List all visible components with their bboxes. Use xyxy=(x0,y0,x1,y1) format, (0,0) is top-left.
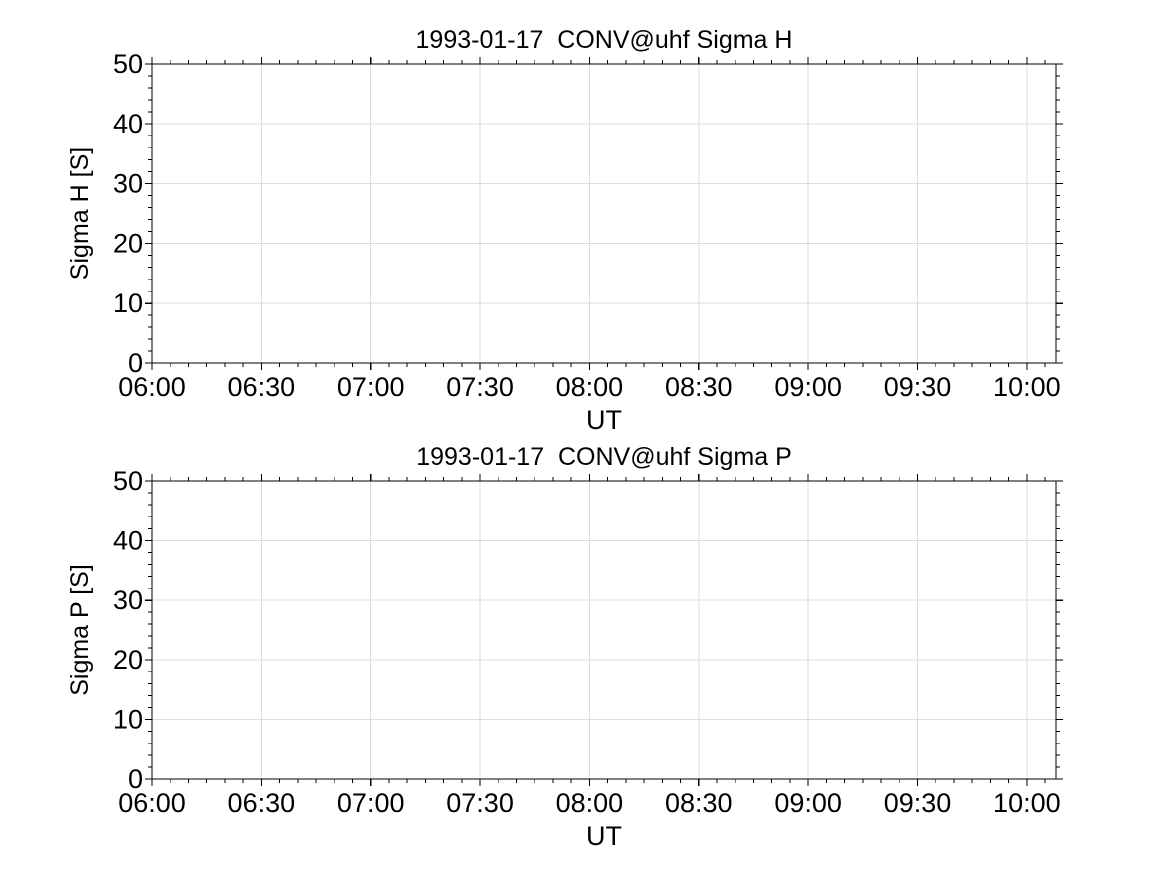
svg-text:08:00: 08:00 xyxy=(556,788,624,818)
svg-text:UT: UT xyxy=(586,405,622,435)
svg-text:40: 40 xyxy=(113,109,143,139)
svg-text:10: 10 xyxy=(113,288,143,318)
svg-text:0: 0 xyxy=(128,348,143,378)
svg-text:09:00: 09:00 xyxy=(774,788,842,818)
svg-text:09:30: 09:30 xyxy=(884,788,952,818)
svg-text:20: 20 xyxy=(113,645,143,675)
svg-text:06:30: 06:30 xyxy=(228,372,296,402)
svg-text:Sigma P [S]: Sigma P [S] xyxy=(66,564,94,696)
svg-text:50: 50 xyxy=(113,49,143,79)
svg-text:06:30: 06:30 xyxy=(228,788,296,818)
svg-text:40: 40 xyxy=(113,526,143,556)
svg-text:08:30: 08:30 xyxy=(665,372,733,402)
svg-text:09:30: 09:30 xyxy=(884,372,952,402)
svg-text:07:00: 07:00 xyxy=(337,372,405,402)
svg-text:1993-01-17 CONV@uhf Sigma P: 1993-01-17 CONV@uhf Sigma P xyxy=(416,443,792,471)
svg-text:08:30: 08:30 xyxy=(665,788,733,818)
svg-text:10:00: 10:00 xyxy=(993,372,1061,402)
svg-text:07:30: 07:30 xyxy=(446,372,514,402)
svg-text:09:00: 09:00 xyxy=(774,372,842,402)
svg-text:30: 30 xyxy=(113,169,143,199)
svg-text:50: 50 xyxy=(113,466,143,496)
svg-text:Sigma H [S]: Sigma H [S] xyxy=(66,147,94,280)
svg-text:07:00: 07:00 xyxy=(337,788,405,818)
svg-text:08:00: 08:00 xyxy=(556,372,624,402)
svg-text:UT: UT xyxy=(586,821,622,851)
svg-text:30: 30 xyxy=(113,585,143,615)
svg-text:10: 10 xyxy=(113,704,143,734)
svg-text:20: 20 xyxy=(113,228,143,258)
svg-text:0: 0 xyxy=(128,764,143,794)
svg-text:1993-01-17 CONV@uhf Sigma H: 1993-01-17 CONV@uhf Sigma H xyxy=(416,26,793,54)
svg-text:07:30: 07:30 xyxy=(446,788,514,818)
svg-text:10:00: 10:00 xyxy=(993,788,1061,818)
